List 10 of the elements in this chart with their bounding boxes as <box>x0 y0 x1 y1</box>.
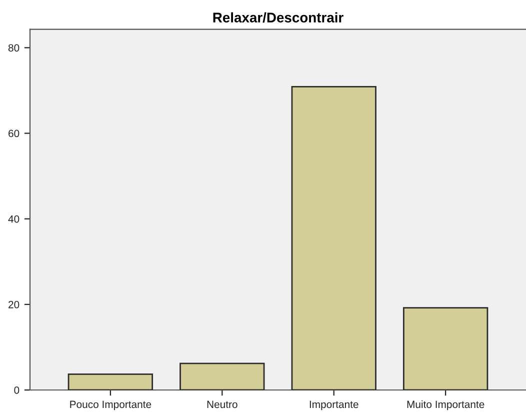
y-tick-label: 0 <box>14 386 20 394</box>
x-tick-label: Importante <box>310 400 358 410</box>
x-tick-label: Muito Importante <box>407 400 484 410</box>
y-tick-label: 20 <box>8 300 20 308</box>
x-tick-label: Pouco Importante <box>70 400 152 410</box>
y-tick-label: 40 <box>8 215 20 223</box>
x-tick-label: Neutro <box>207 400 238 408</box>
y-tick-label: 80 <box>8 44 20 52</box>
y-tick-label: 60 <box>8 130 20 138</box>
chart-title: Relaxar/Descontrair <box>213 12 344 23</box>
